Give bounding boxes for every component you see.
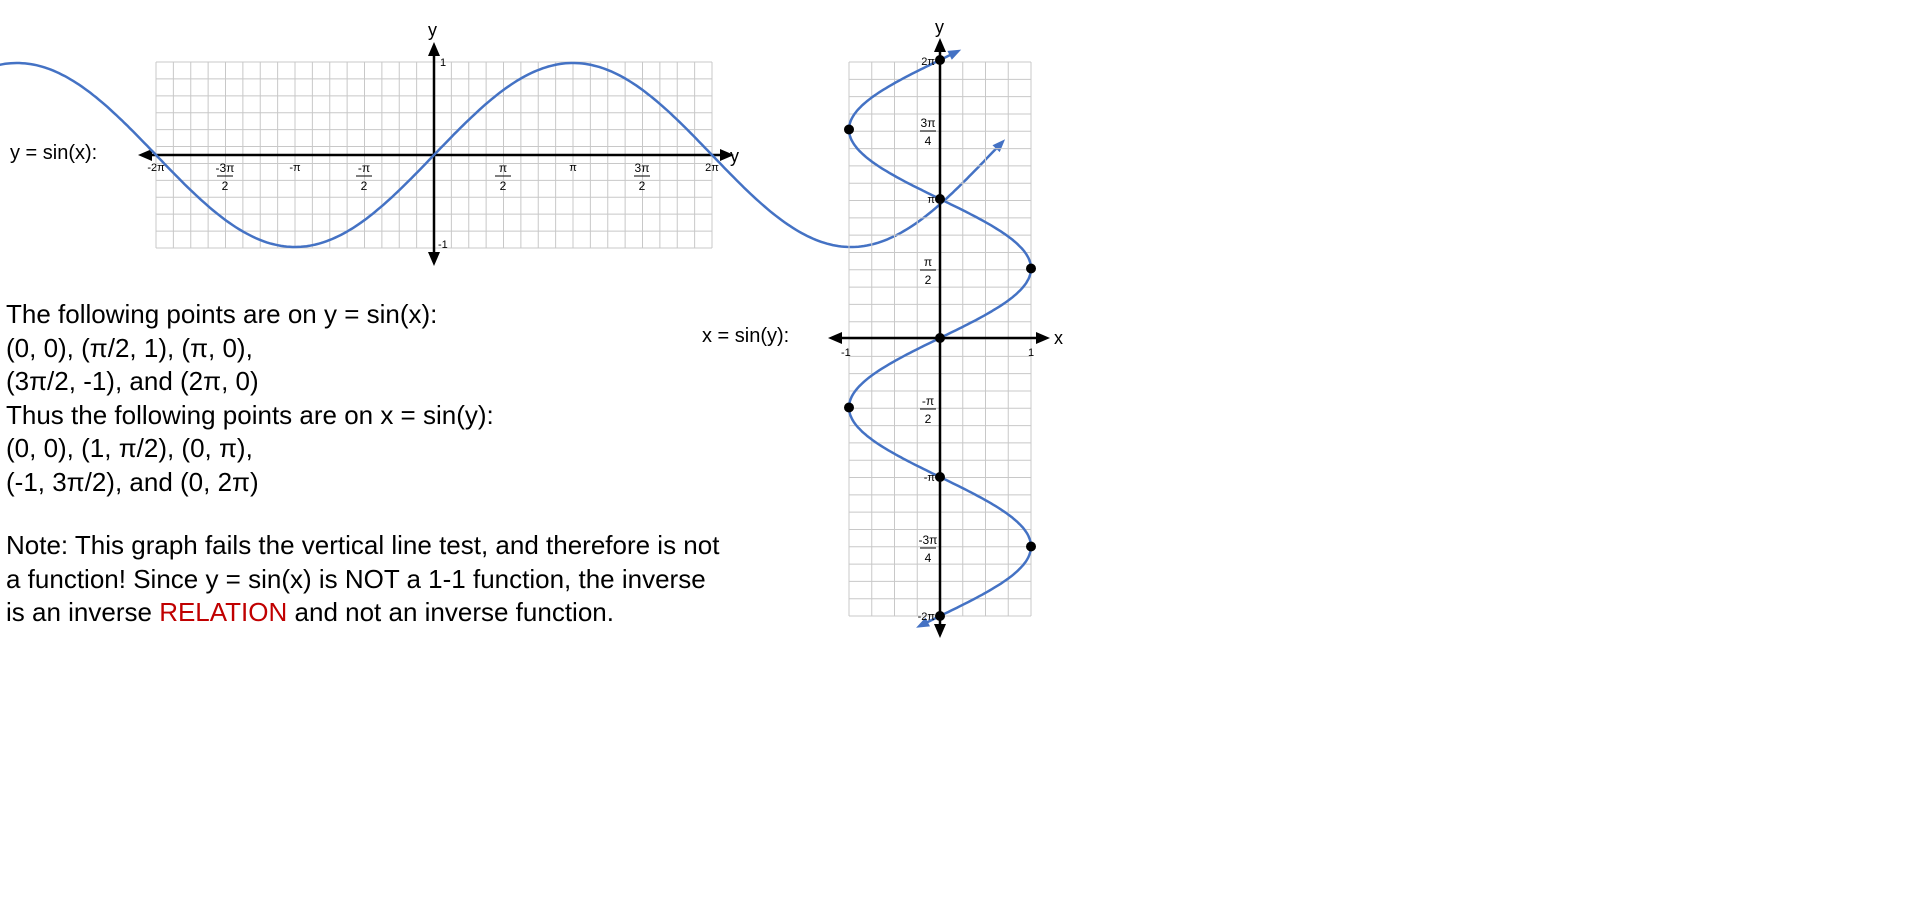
left-x-tick-den: 2: [500, 179, 507, 193]
note-line-3: is an inverse RELATION and not an invers…: [6, 596, 719, 630]
right-points: [844, 55, 1036, 621]
right-x-tick-right: 1: [1028, 347, 1034, 359]
right-y-tick-den: 4: [925, 551, 932, 565]
right-point: [844, 124, 854, 135]
right-y-tick-num: π: [924, 255, 932, 269]
right-curve-arrow-top: [947, 49, 962, 60]
right-y-tick-labels: 2π 3π 4 π π 2 -π 2 -π -3π 4 -2π: [918, 56, 938, 623]
left-y-axis-label: y: [428, 20, 437, 40]
right-point: [935, 472, 945, 482]
left-sine-curve: [0, 61, 1002, 249]
left-x-tick-num: 3π: [635, 161, 650, 175]
left-x-tick-num: π: [499, 161, 507, 175]
right-point: [935, 194, 945, 204]
text-line-5: (0, 0), (1, π/2), (0, π),: [6, 433, 253, 463]
text-line-1: The following points are on y = sin(x):: [6, 299, 438, 329]
right-y-tick-num: -π: [922, 394, 934, 408]
right-y-arrow-down: [934, 624, 946, 638]
right-y-arrow-up: [934, 38, 946, 52]
left-x-tick-num: -3π: [216, 161, 235, 175]
right-x-arrow-right: [1036, 332, 1050, 344]
left-x-arrow-right: [720, 149, 734, 161]
left-y-tick-bottom: -1: [438, 239, 448, 251]
left-graph-label: y = sin(x):: [10, 142, 98, 164]
left-x-tick-den: 2: [639, 179, 646, 193]
text-line-6: (-1, 3π/2), and (0, 2π): [6, 466, 259, 497]
right-x-axis-label: x: [1054, 328, 1063, 348]
relation-emphasis: RELATION: [159, 597, 288, 627]
text-line-3: (3π/2, -1), and (2π, 0): [6, 366, 259, 396]
right-x-arrow-left: [828, 332, 842, 344]
note: Note: This graph fails the vertical line…: [6, 529, 719, 630]
left-x-tick-label: -π: [289, 162, 301, 174]
left-curve-arrow-right: [992, 139, 1006, 153]
left-x-tick-label: 2π: [705, 162, 719, 174]
right-y-tick-den: 4: [925, 134, 932, 148]
left-x-tick-label: -2π: [147, 162, 165, 174]
right-point: [1026, 263, 1036, 274]
note-line-3-pre: is an inverse: [6, 597, 160, 627]
right-y-axis-label: y: [935, 17, 944, 37]
right-graph-label: x = sin(y):: [702, 325, 790, 347]
left-y-arrow-down: [428, 252, 440, 266]
right-point: [935, 333, 945, 343]
right-y-tick-label: 2π: [921, 56, 935, 68]
left-x-tick-label: π: [569, 162, 577, 174]
right-y-tick-label: -π: [924, 472, 936, 484]
right-point: [935, 611, 945, 621]
left-y-tick-top: 1: [440, 57, 446, 69]
left-x-tick-num: -π: [358, 161, 370, 175]
left-y-arrow-up: [428, 42, 440, 56]
right-point: [935, 55, 945, 65]
right-y-tick-num: 3π: [921, 116, 936, 130]
right-y-tick-den: 2: [925, 412, 932, 426]
right-y-tick-den: 2: [925, 273, 932, 287]
note-line-1: Note: This graph fails the vertical line…: [6, 530, 720, 560]
left-x-arrow-left: [138, 149, 152, 161]
right-y-tick-label: -2π: [918, 611, 936, 623]
points-explanation: The following points are on y = sin(x): …: [6, 298, 494, 499]
text-line-2: (0, 0), (π/2, 1), (π, 0),: [6, 332, 253, 363]
left-x-tick-den: 2: [361, 179, 368, 193]
right-x-tick-left: -1: [841, 347, 851, 359]
note-line-2: a function! Since y = sin(x) is NOT a 1-…: [6, 563, 706, 594]
note-line-3-post: and not an inverse function.: [287, 597, 614, 627]
left-x-tick-den: 2: [222, 179, 229, 193]
text-line-4: Thus the following points are on x = sin…: [6, 399, 494, 430]
right-curve-arrow-bottom: [916, 617, 930, 628]
left-x-axis-label: y: [730, 146, 739, 166]
right-y-tick-num: -3π: [919, 533, 938, 547]
right-point: [1026, 541, 1036, 552]
right-y-tick-label: π: [927, 194, 935, 206]
right-point: [844, 402, 854, 413]
left-axes: [138, 42, 734, 266]
